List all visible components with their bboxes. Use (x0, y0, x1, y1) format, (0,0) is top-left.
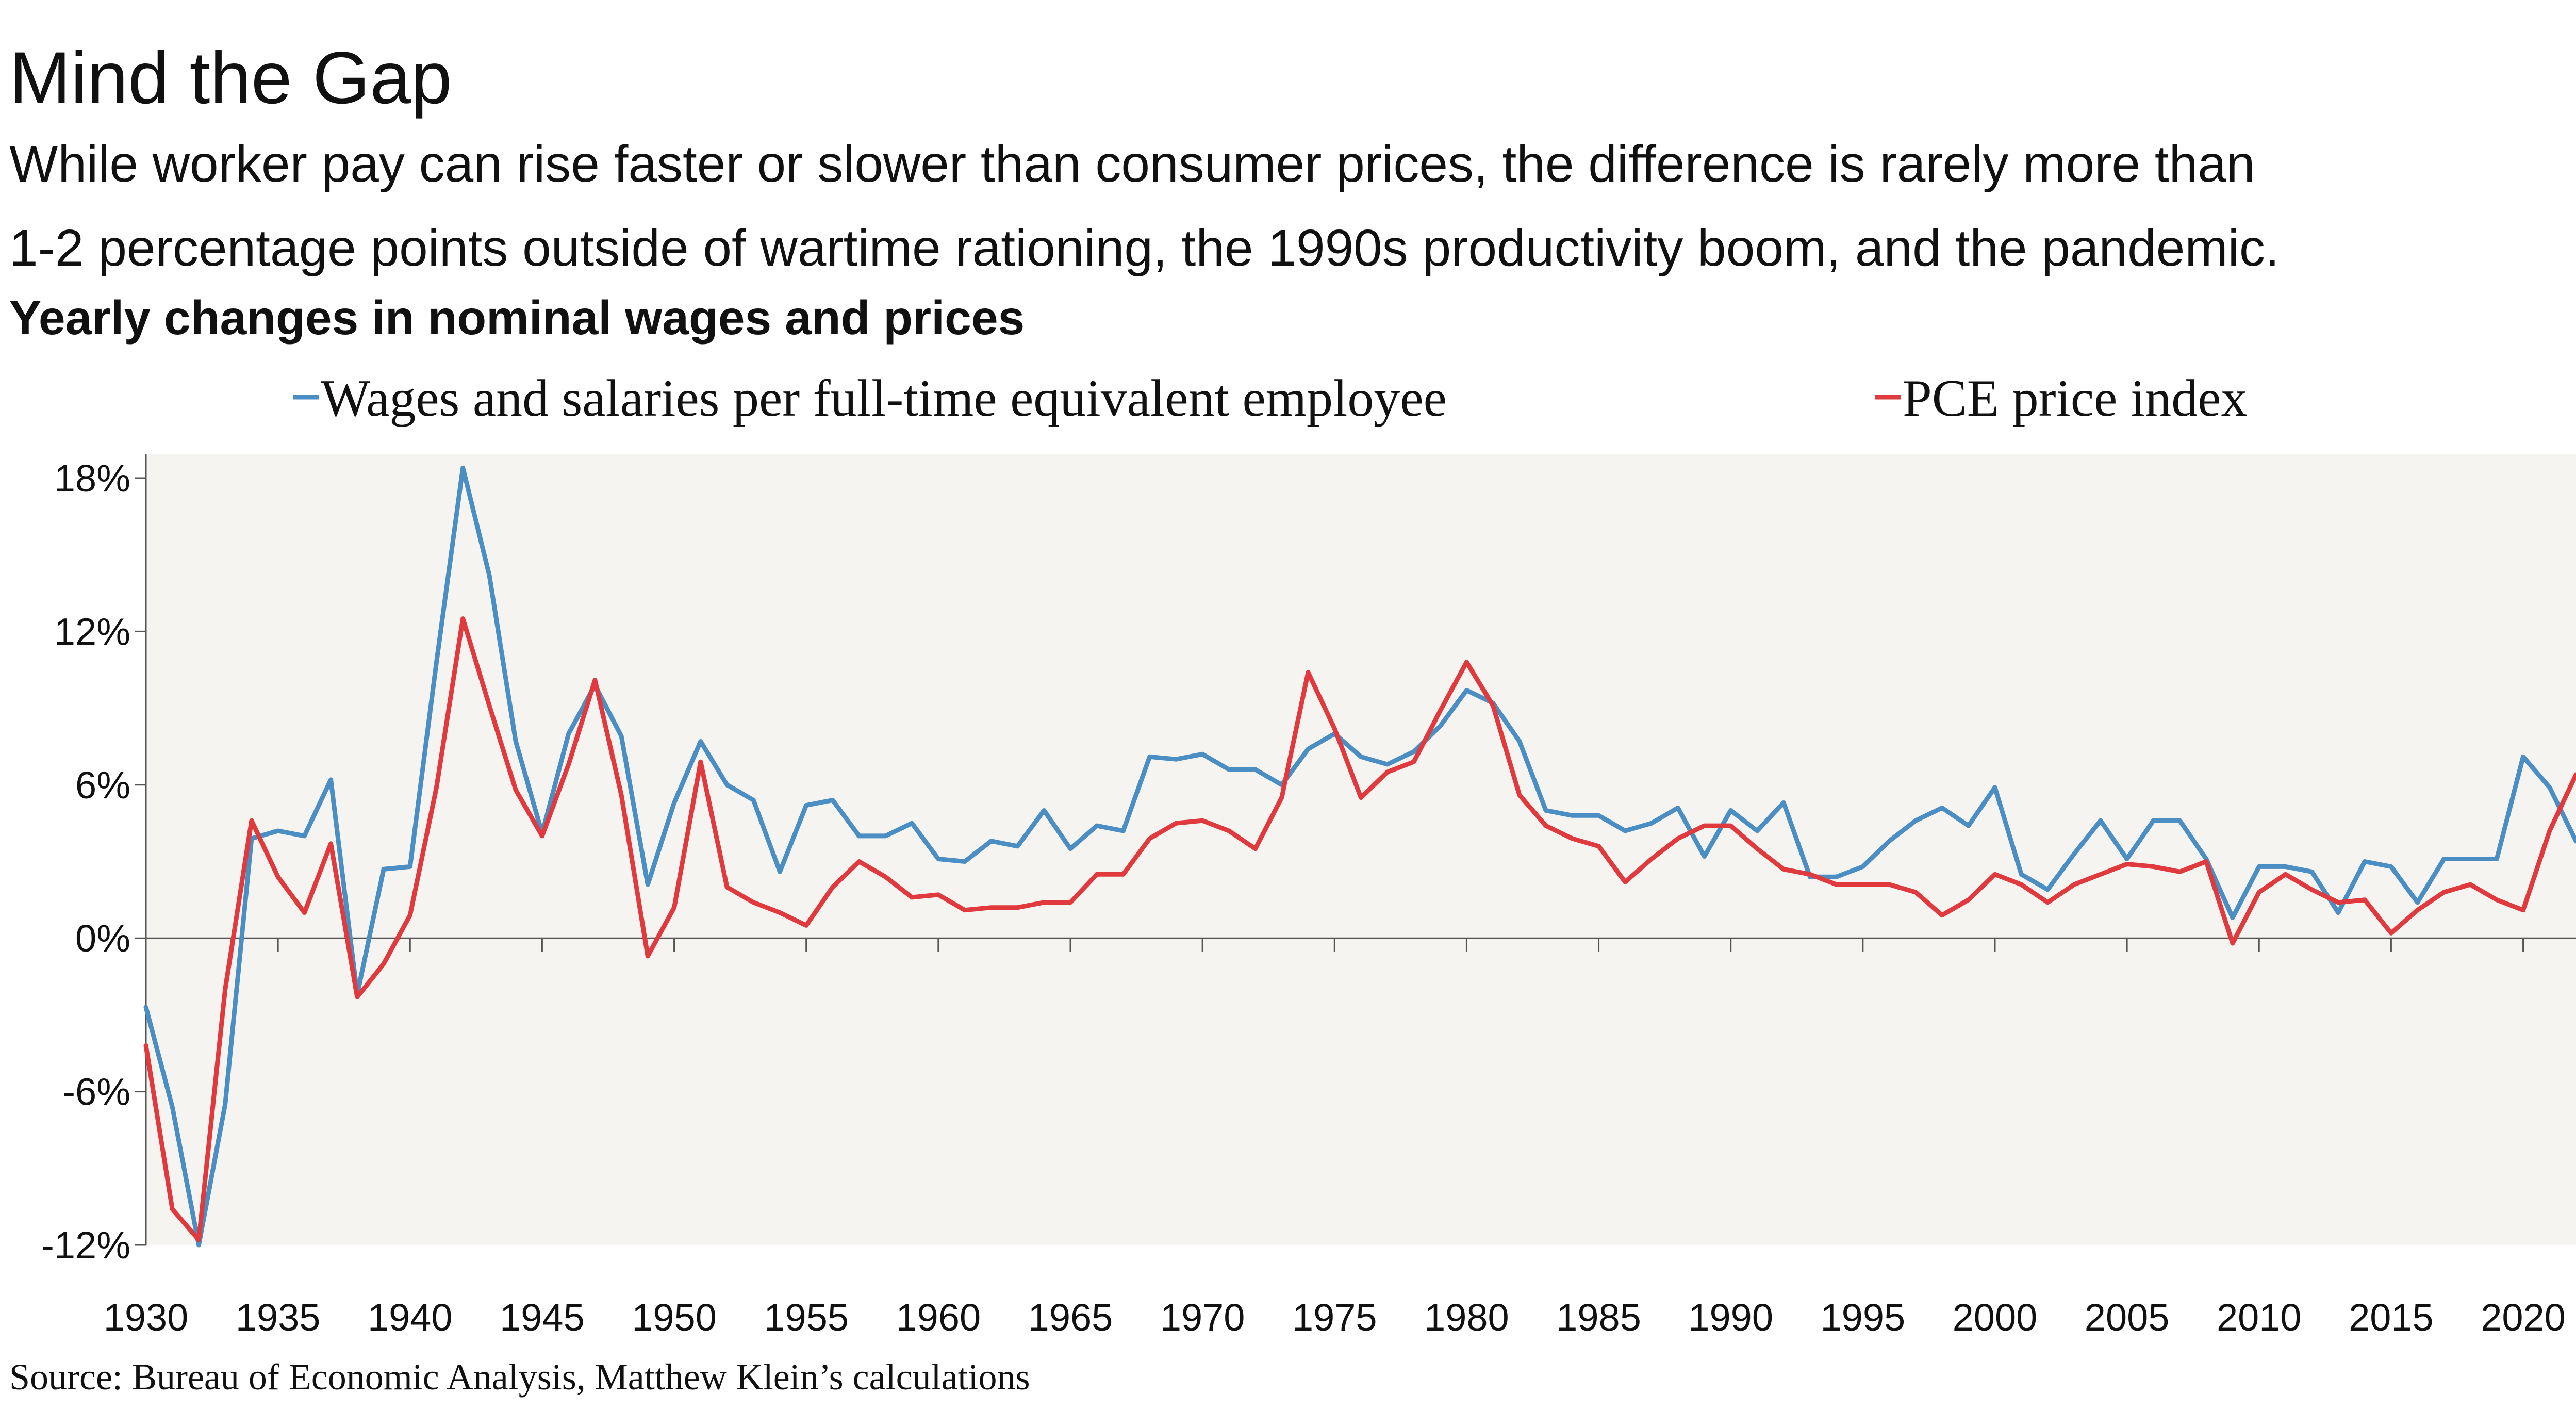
x-tick-label: 1935 (236, 1296, 321, 1339)
series-layer (143, 465, 2576, 1248)
chart-title: Yearly changes in nominal wages and pric… (9, 291, 1025, 345)
y-tick-label: 18% (54, 457, 130, 500)
x-tick-label: 2010 (2217, 1296, 2302, 1339)
x-tick-label: 1950 (632, 1296, 717, 1339)
y-tick-label: -6% (62, 1071, 130, 1113)
plot-area (146, 454, 2576, 1245)
legend-label-pce: PCE price index (1903, 369, 2248, 428)
legend-label-wages: Wages and salaries per full-time equival… (321, 369, 1447, 428)
y-tick-label: 12% (54, 610, 130, 653)
page-subtitle-line-1: While worker pay can rise faster or slow… (9, 135, 2255, 193)
x-tick-label: 1960 (896, 1296, 981, 1339)
x-tick-label: 1980 (1424, 1296, 1509, 1339)
y-tick-label: -12% (41, 1224, 130, 1267)
x-tick-label: 2000 (1953, 1296, 2038, 1339)
x-tick-label: 1955 (764, 1296, 849, 1339)
y-tick-label: 0% (75, 917, 130, 960)
x-tick-label: 2015 (2349, 1296, 2434, 1339)
legend: Wages and salaries per full-time equival… (293, 369, 2248, 428)
source-note: Source: Bureau of Economic Analysis, Mat… (9, 1356, 1030, 1398)
series-line-wages (143, 465, 2576, 1248)
page-subtitle-line-2: 1-2 percentage points outside of wartime… (9, 219, 2280, 277)
x-tick-label: 1965 (1028, 1296, 1113, 1339)
page-title: Mind the Gap (9, 37, 452, 119)
x-tick-label: 2020 (2481, 1296, 2566, 1339)
legend-item-pce: PCE price index (1875, 369, 2248, 428)
x-tick-label: 1985 (1556, 1296, 1641, 1339)
x-axis: 1930 1935 1940 1945 1950 1955 1960 1965 1970 1975… (104, 937, 2576, 1339)
x-tick-label: 1940 (368, 1296, 453, 1339)
x-tick-label: 1995 (1821, 1296, 1906, 1339)
series-line-pce (143, 616, 2576, 1242)
x-tick-label: 1975 (1292, 1296, 1377, 1339)
legend-item-wages: Wages and salaries per full-time equival… (293, 369, 1447, 428)
x-tick-label: 1990 (1688, 1296, 1773, 1339)
y-axis: -12% -6% 0% 6% 12% 18% (41, 454, 147, 1267)
x-tick-label: 2005 (2085, 1296, 2170, 1339)
x-tick-label: 1930 (104, 1296, 189, 1339)
x-tick-label: 1970 (1160, 1296, 1245, 1339)
x-tick-label: 1945 (500, 1296, 585, 1339)
y-tick-label: 6% (75, 764, 130, 807)
